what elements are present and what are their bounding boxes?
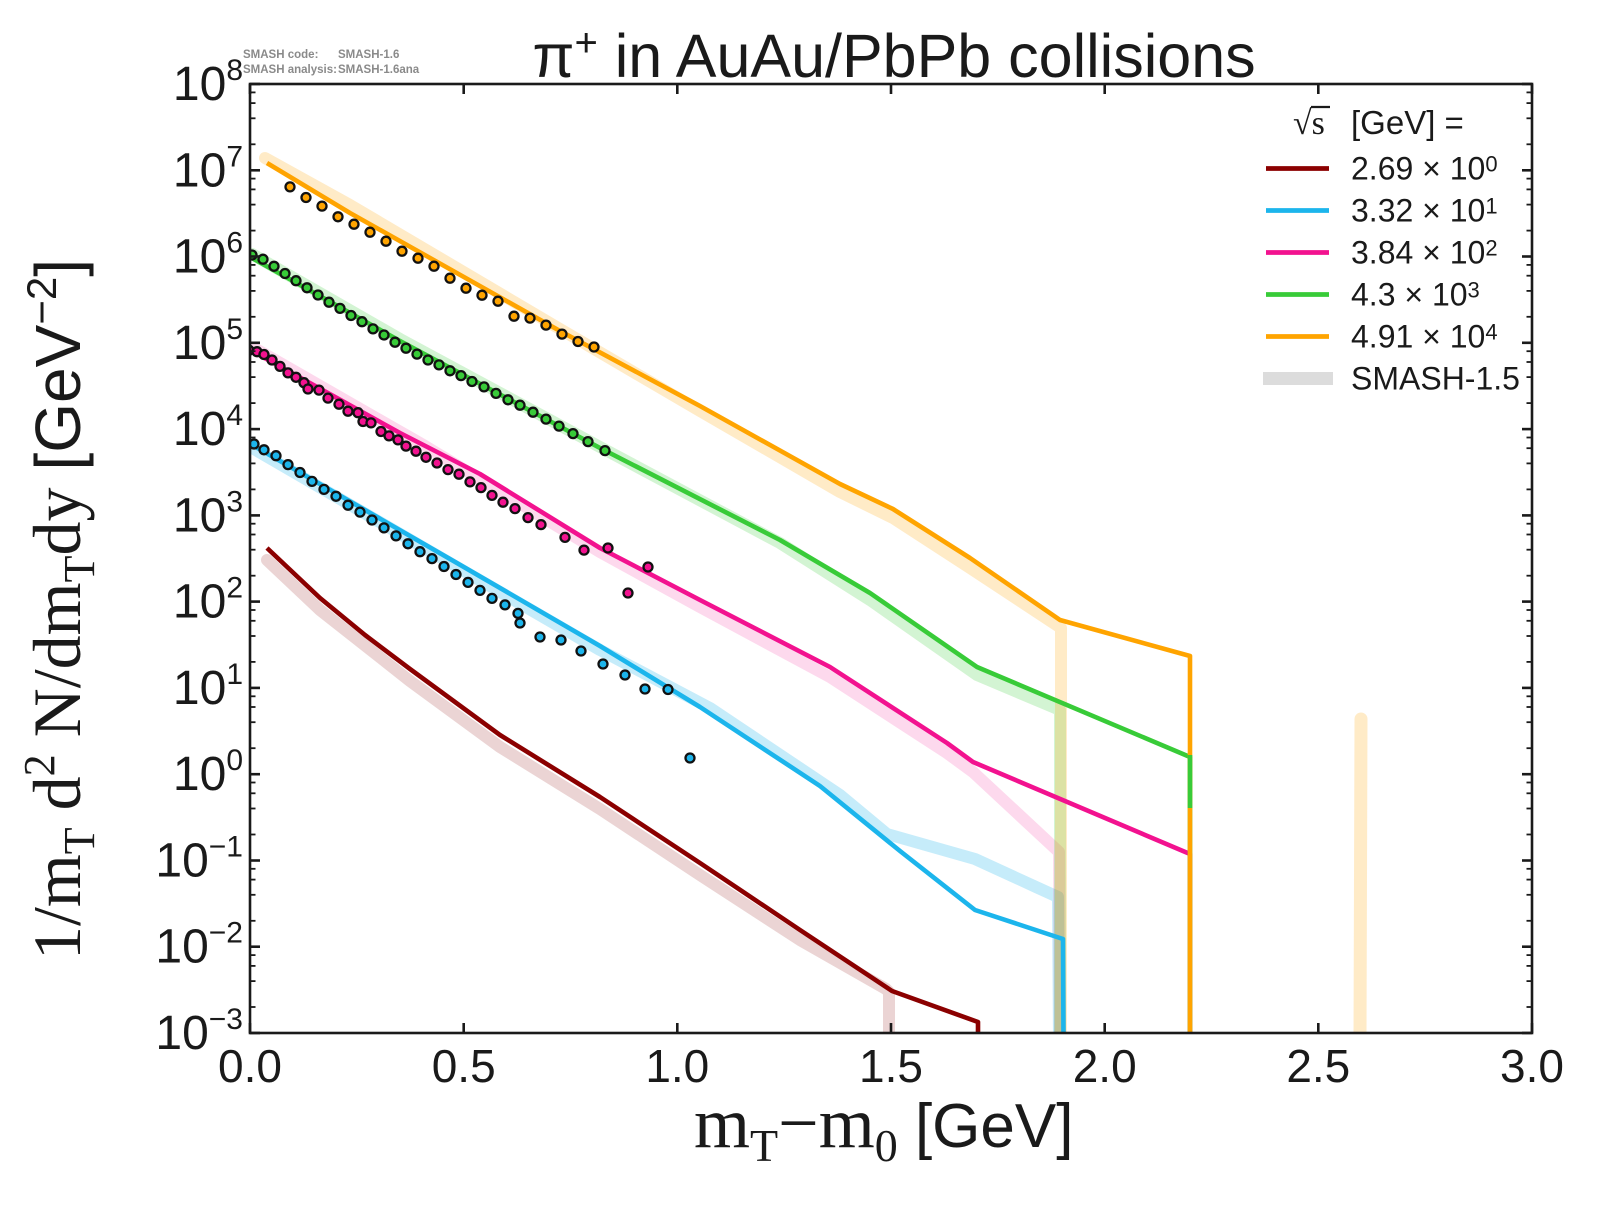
svg-text:[GeV] =: [GeV] = — [1351, 104, 1464, 141]
svg-text:1.0: 1.0 — [645, 1040, 709, 1092]
svg-text:104: 104 — [173, 399, 243, 456]
svg-text:√s: √s — [1293, 105, 1325, 142]
svg-text:4.3 × 103: 4.3 × 103 — [1351, 277, 1480, 313]
svg-text:2.0: 2.0 — [1073, 1040, 1137, 1092]
svg-text:2.69 × 100: 2.69 × 100 — [1351, 151, 1498, 187]
svg-text:SMASH code:: SMASH code: — [243, 49, 318, 61]
svg-text:SMASH-1.5: SMASH-1.5 — [1351, 361, 1520, 397]
svg-text:0.0: 0.0 — [218, 1040, 282, 1092]
svg-text:10−1: 10−1 — [155, 831, 243, 888]
svg-text:1.5: 1.5 — [859, 1040, 923, 1092]
svg-text:SMASH-1.6: SMASH-1.6 — [338, 49, 399, 61]
svg-text:1/mT d2 N/dmTdy [GeV−2]: 1/mT d2 N/dmTdy [GeV−2] — [15, 259, 104, 960]
svg-text:SMASH-1.6ana: SMASH-1.6ana — [338, 64, 420, 76]
svg-text:3.84 × 102: 3.84 × 102 — [1351, 235, 1498, 271]
svg-text:101: 101 — [173, 658, 243, 715]
svg-text:0.5: 0.5 — [432, 1040, 496, 1092]
svg-text:π+ in AuAu/PbPb collisions: π+ in AuAu/PbPb collisions — [532, 21, 1255, 90]
svg-text:3.0: 3.0 — [1500, 1040, 1564, 1092]
svg-text:SMASH analysis:: SMASH analysis: — [243, 64, 337, 76]
svg-text:2.5: 2.5 — [1286, 1040, 1350, 1092]
svg-text:3.32 × 101: 3.32 × 101 — [1351, 193, 1498, 229]
svg-text:4.91 × 104: 4.91 × 104 — [1351, 319, 1498, 355]
